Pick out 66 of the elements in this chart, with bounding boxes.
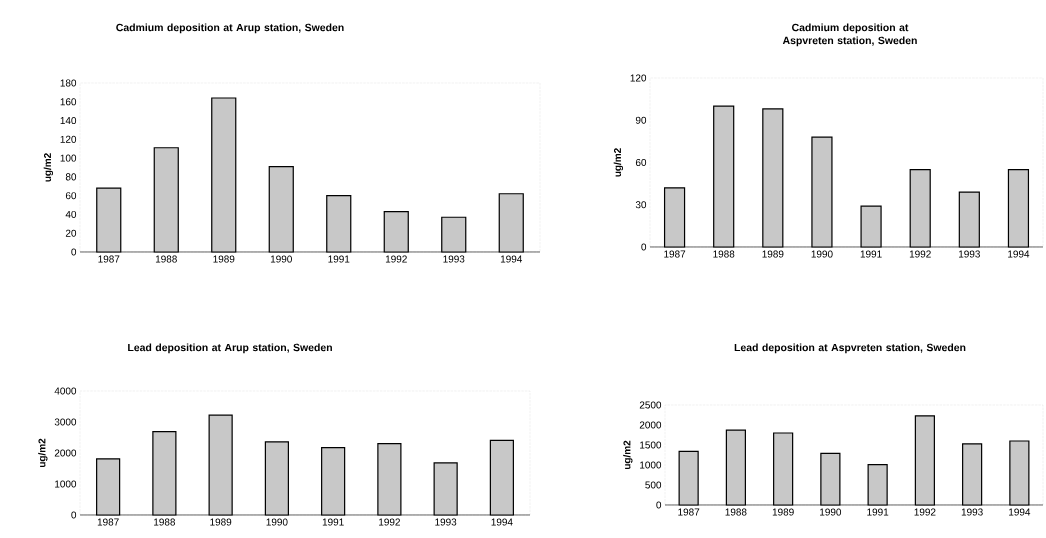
x-tick-label: 1994 <box>500 255 523 263</box>
x-tick-label: 1987 <box>678 508 700 516</box>
x-tick-label: 1994 <box>491 518 513 526</box>
x-tick-label: 1988 <box>725 508 747 516</box>
x-tick-label: 1987 <box>97 518 119 526</box>
y-tick-label: 500 <box>645 481 662 489</box>
y-tick-label: 30 <box>635 201 647 209</box>
y-tick-label: 120 <box>630 74 647 82</box>
x-tick-label: 1992 <box>385 255 407 263</box>
y-tick-label: 20 <box>65 229 77 237</box>
x-tick-label: 1989 <box>762 250 784 258</box>
x-tick-label: 1990 <box>270 255 292 263</box>
x-tick-label: 1994 <box>1008 250 1030 258</box>
y-axis-title: ug/m2 <box>623 440 633 470</box>
x-tick-label: 1991 <box>328 255 350 263</box>
y-axis-title: ug/m2 <box>613 148 624 177</box>
x-tick-label: 1992 <box>909 250 931 258</box>
x-tick-label: 1987 <box>664 250 686 258</box>
y-tick-label: 90 <box>635 116 647 124</box>
x-tick-label: 1993 <box>959 250 980 258</box>
x-tick-label: 1993 <box>435 518 457 526</box>
y-tick-label: 40 <box>65 210 77 218</box>
y-tick-label: 0 <box>71 248 77 256</box>
y-tick-label: 120 <box>60 135 77 143</box>
x-tick-label: 1991 <box>322 518 344 526</box>
x-tick-label: 1994 <box>1009 508 1031 516</box>
y-tick-label: 0 <box>641 243 647 251</box>
x-tick-label: 1992 <box>379 518 400 526</box>
x-tick-label: 1989 <box>772 508 794 516</box>
y-tick-label: 1000 <box>640 461 662 469</box>
chart-title: Cadmium deposition at Aspvreten station, Sweden <box>782 23 917 47</box>
x-tick-label: 1990 <box>811 250 833 258</box>
chart-title: Lead deposition at Arup station, Sweden <box>128 343 332 354</box>
y-tick-label: 140 <box>60 117 77 125</box>
y-tick-label: 1000 <box>55 480 77 488</box>
y-tick-label: 0 <box>71 511 77 519</box>
chart-title: Lead deposition at Aspvreten station, Sweden <box>734 343 966 354</box>
y-tick-label: 0 <box>656 501 662 509</box>
y-tick-label: 3000 <box>54 418 77 426</box>
y-tick-label: 100 <box>60 154 77 162</box>
y-tick-label: 60 <box>635 158 647 167</box>
y-tick-label: 4000 <box>54 387 77 395</box>
chart-title: Cadmium deposition at Arup station, Sweden <box>116 23 344 34</box>
x-tick-label: 1992 <box>914 508 936 516</box>
y-tick-label: 2000 <box>639 421 662 429</box>
x-tick-label: 1993 <box>443 255 465 263</box>
x-tick-label: 1990 <box>820 508 842 516</box>
y-axis-title: ug/m2 <box>38 438 48 468</box>
y-tick-label: 60 <box>65 192 77 200</box>
x-tick-label: 1991 <box>867 508 889 516</box>
y-tick-label: 1500 <box>640 441 662 449</box>
x-tick-label: 1989 <box>213 255 235 263</box>
y-tick-label: 160 <box>60 98 77 106</box>
x-tick-label: 1988 <box>155 255 177 263</box>
y-tick-label: 2500 <box>639 401 662 409</box>
y-axis-title: ug/m2 <box>43 153 54 182</box>
y-tick-label: 180 <box>60 79 77 87</box>
x-tick-label: 1990 <box>266 518 288 526</box>
y-tick-label: 2000 <box>54 449 77 457</box>
x-tick-label: 1989 <box>210 518 232 526</box>
x-tick-label: 1987 <box>98 255 120 263</box>
y-tick-label: 80 <box>65 173 77 181</box>
x-tick-label: 1991 <box>860 250 882 258</box>
x-tick-label: 1988 <box>154 518 176 526</box>
x-tick-label: 1993 <box>961 508 983 516</box>
x-tick-label: 1988 <box>713 250 735 258</box>
